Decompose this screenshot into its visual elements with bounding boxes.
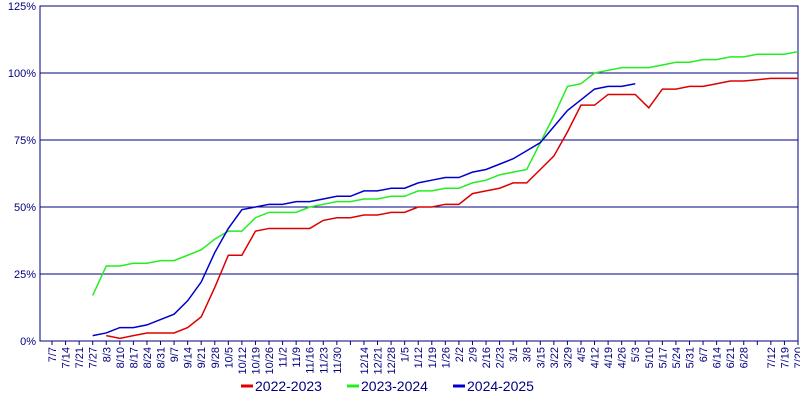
x-tick-label: 1/12 [413,347,425,368]
x-tick-label: 5/17 [657,347,669,368]
x-tick-label: 7/14 [61,347,73,368]
x-tick-label: 2/9 [467,347,479,362]
series-line [92,82,636,337]
x-tick-label: 5/31 [684,347,696,368]
x-tick-label: 12/28 [386,347,398,375]
x-tick-label: 2/2 [454,347,466,362]
x-tick-label: 5/10 [644,347,656,368]
x-tick-label: 7/27 [88,347,100,368]
x-tick-label: 7/21 [74,347,86,368]
x-tick-label: 7/20 [793,347,800,368]
x-tick-label: 11/23 [318,347,330,374]
x-tick-label: 3/15 [535,347,547,368]
x-tick-label: 8/10 [115,347,127,368]
x-tick-label: 12/14 [359,347,371,375]
x-tick-label: 2/23 [495,347,507,368]
x-tick-label: 10/12 [237,347,249,375]
legend-label: 2023-2024 [361,378,428,394]
x-tick-label: 6/7 [698,347,710,362]
x-tick-label: 11/2 [278,347,290,368]
x-tick-label: 8/3 [101,347,113,362]
series-line [106,77,798,340]
legend: 2022-2023 2023-2024 2024-2025 [241,378,534,394]
x-tick-label: 10/5 [223,347,235,368]
x-tick-label: 1/19 [427,347,439,368]
y-tick-label: 0% [20,336,36,348]
x-tick-label: 1/5 [400,347,412,362]
x-tick-label: 11/16 [305,347,317,374]
x-tick-label: 10/19 [250,347,262,375]
x-tick-label: 11/9 [291,347,303,368]
x-tick-label: 4/26 [617,347,629,368]
x-tick-label: 12/21 [373,347,385,375]
legend-label: 2022-2023 [255,378,322,394]
series-line [92,50,799,296]
x-tick-label: 5/3 [630,347,642,362]
x-tick-label: 11/30 [332,347,344,374]
x-tick-label: 6/28 [739,347,751,368]
x-tick-label: 5/24 [671,347,683,368]
x-tick-label: 3/29 [562,347,574,368]
x-tick-label: 8/17 [128,347,140,368]
x-tick-label: 7/19 [779,347,791,368]
y-tick-label: 100% [8,68,36,80]
y-tick-label: 50% [14,202,36,214]
x-tick-label: 9/28 [210,347,222,368]
x-tick-label: 2/16 [481,347,493,368]
y-tick-label: 75% [14,135,36,147]
x-tick-label: 4/19 [603,347,615,368]
plot-frame [39,5,799,342]
y-tick-label: 25% [14,269,36,281]
x-tick-label: 9/14 [183,347,195,368]
x-tick-label: 9/7 [169,347,181,362]
legend-label: 2024-2025 [467,378,534,394]
x-tick-label: 10/26 [264,347,276,375]
x-tick-label: 3/1 [508,347,520,362]
x-tick-label: 7/12 [766,347,778,368]
x-tick-label: 7/7 [47,347,59,362]
x-tick-label: 3/22 [549,347,561,368]
y-tick-label: 125% [8,1,36,13]
x-tick-label: 3/8 [522,347,534,362]
x-tick-label: 6/14 [712,347,724,368]
x-tick-label: 4/5 [576,347,588,362]
x-tick-label: 8/31 [156,347,168,368]
x-tick-label: 8/24 [142,347,154,368]
x-tick-label: 6/21 [725,347,737,368]
x-tick-label: 4/12 [590,347,602,368]
x-tick-label: 9/21 [196,347,208,368]
x-tick-label: 1/26 [440,347,452,368]
